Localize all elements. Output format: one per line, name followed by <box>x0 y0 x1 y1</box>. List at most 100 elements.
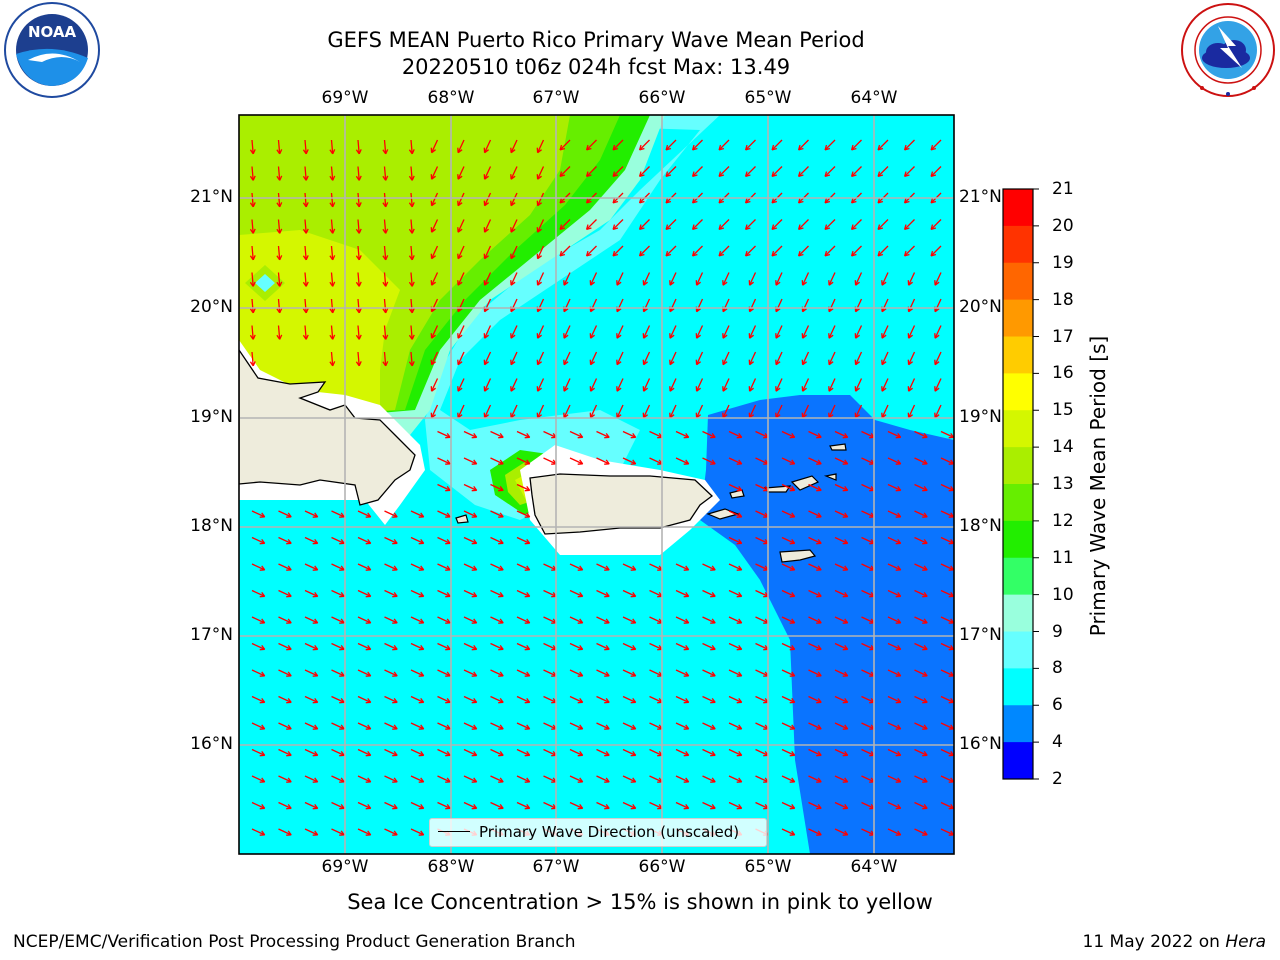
wave-arrow-head <box>393 751 398 756</box>
wave-arrow <box>887 510 901 518</box>
wave-arrow <box>808 536 822 544</box>
wave-arrow <box>675 457 689 465</box>
lat-label-left-19n: 19°N <box>190 407 233 427</box>
wave-arrow <box>331 563 345 571</box>
wave-arrow <box>331 642 345 650</box>
wave-arrow-head <box>612 144 616 151</box>
wave-arrow-head <box>261 565 266 571</box>
wave-arrow-head <box>923 724 928 730</box>
colorbar-tick-label: 2 <box>1052 769 1063 789</box>
wave-arrow <box>331 801 345 809</box>
wave-arrow-head <box>590 387 595 392</box>
wave-arrow <box>384 748 398 756</box>
wave-arrow-head <box>499 539 504 544</box>
wave-arrow <box>722 272 730 286</box>
wave-arrow <box>940 589 954 597</box>
colorbar-tick-label: 12 <box>1052 510 1074 531</box>
wave-arrow-head <box>252 361 256 367</box>
wave-arrow <box>537 404 545 418</box>
wave-arrow <box>728 669 742 677</box>
wave-arrow <box>755 801 769 809</box>
wave-arrow-head <box>908 361 913 366</box>
wave-arrow <box>798 139 809 151</box>
wave-arrow-head <box>411 175 415 181</box>
wave-arrow <box>563 404 571 418</box>
wave-arrow-head <box>332 228 336 234</box>
wave-arrow <box>437 642 451 650</box>
wave-arrow <box>304 245 307 260</box>
wave-arrow <box>431 166 439 180</box>
wave-arrow-head <box>586 253 592 257</box>
wave-arrow <box>834 669 848 677</box>
wave-arrow <box>383 166 387 181</box>
wave-arrow-head <box>685 671 690 677</box>
wave-arrow-head <box>605 459 610 465</box>
wave-arrow <box>861 510 875 518</box>
wave-arrow-head <box>358 308 362 314</box>
wave-arrow-head <box>537 281 542 286</box>
wave-arrow <box>331 669 345 677</box>
wave-arrow-head <box>923 433 928 438</box>
wave-arrow-head <box>745 227 751 231</box>
wave-arrow-head <box>903 250 907 257</box>
wave-arrow-head <box>691 171 695 177</box>
wave-arrow-head <box>559 174 566 178</box>
wave-arrow-head <box>616 387 622 392</box>
wave-arrow <box>543 748 557 756</box>
wave-arrow-head <box>537 175 542 180</box>
wave-arrow <box>537 139 545 153</box>
wave-arrow-head <box>499 751 504 756</box>
wave-arrow-head <box>817 618 822 624</box>
wave-arrow <box>675 801 689 809</box>
wave-arrow <box>808 642 822 650</box>
wave-arrow-head <box>691 250 695 257</box>
wave-arrow <box>563 272 571 286</box>
wave-arrow <box>410 669 424 677</box>
wave-arrow-head <box>367 830 372 836</box>
wave-arrow <box>914 828 928 836</box>
wave-arrow-head <box>844 777 849 783</box>
wave-arrow-head <box>691 197 695 204</box>
wave-arrow-head <box>897 433 902 438</box>
wave-arrow <box>384 642 398 650</box>
wave-arrow-head <box>824 144 828 151</box>
wave-arrow-head <box>563 308 569 313</box>
colorbar-segment <box>1003 189 1033 227</box>
wave-arrow-head <box>249 255 254 261</box>
wave-arrow <box>781 828 795 836</box>
wave-arrow-head <box>791 459 796 465</box>
wave-arrow <box>665 139 677 151</box>
wave-arrow-head <box>473 539 478 544</box>
wave-arrow <box>930 166 942 177</box>
wave-arrow-head <box>420 512 425 518</box>
wave-arrow <box>616 325 624 339</box>
wave-arrow <box>745 219 756 230</box>
wave-arrow-head <box>775 387 781 392</box>
wave-arrow-head <box>930 144 934 151</box>
wave-arrow-head <box>749 361 754 366</box>
wave-arrow <box>277 219 281 234</box>
wave-arrow-head <box>510 387 516 392</box>
wave-arrow-head <box>431 255 436 260</box>
wave-arrow <box>755 748 769 756</box>
wave-arrow <box>357 219 360 234</box>
wave-arrow <box>855 404 863 418</box>
wave-arrow-head <box>877 147 884 151</box>
wave-arrow-head <box>844 698 849 703</box>
wave-arrow-head <box>632 671 637 677</box>
wave-arrow <box>543 642 557 650</box>
wave-arrow <box>834 616 848 624</box>
wave-arrow <box>383 272 387 287</box>
wave-arrow <box>277 298 281 313</box>
wave-arrow <box>622 722 636 730</box>
wave-arrow-head <box>817 645 822 650</box>
wave-arrow-head <box>817 433 822 438</box>
period-4-6-fill <box>700 395 954 854</box>
wave-arrow-head <box>579 645 584 650</box>
wave-arrow <box>410 325 413 340</box>
wave-arrow <box>914 722 928 730</box>
wave-arrow <box>357 722 371 730</box>
wave-arrow-head <box>897 618 902 624</box>
wave-arrow-head <box>851 147 857 151</box>
wave-arrow <box>877 219 889 230</box>
